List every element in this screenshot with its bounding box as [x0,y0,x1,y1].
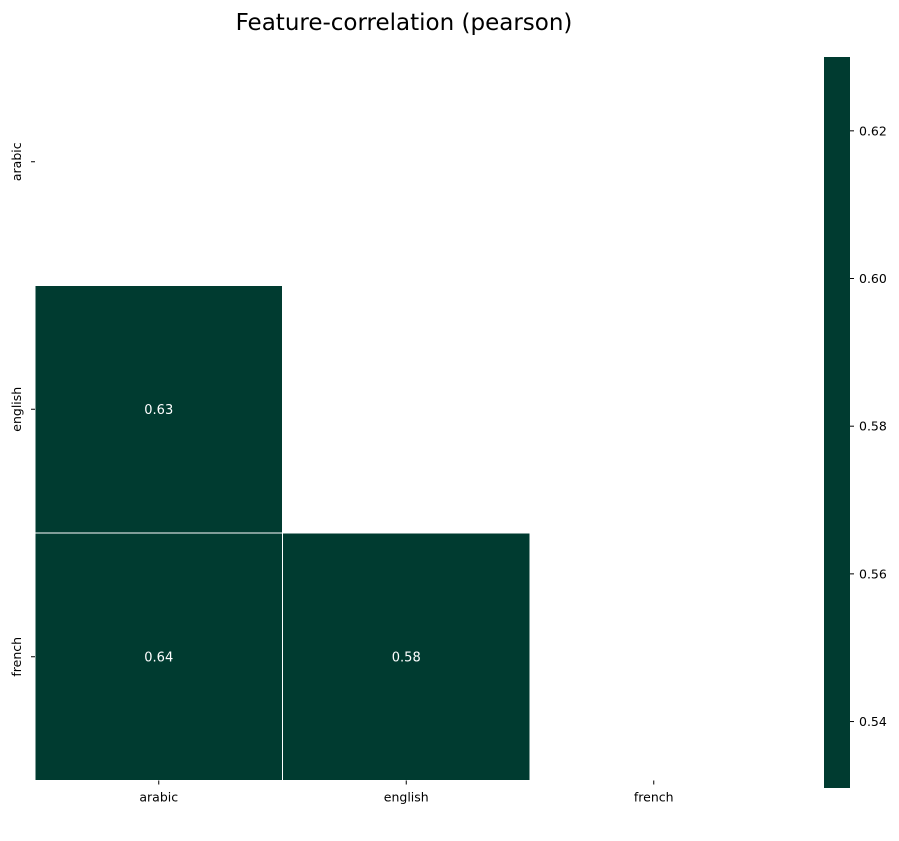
heatmap-cell-french-arabic [34,532,283,781]
cell-labels: 0.63 0.64 0.58 [144,403,420,666]
cell-label-french-arabic: 0.64 [144,650,173,665]
x-tick-label-english: english [384,790,429,805]
y-tick-label-french: french [9,637,24,677]
colorbar-tick-label: 0.62 [859,123,887,138]
cell-label-english-arabic: 0.63 [144,403,173,418]
colorbar: 0.54 0.56 0.58 0.60 0.62 [824,57,887,788]
y-tick-label-english: english [9,387,24,432]
colorbar-bar [824,57,850,788]
x-tick-label-arabic: arabic [139,790,178,805]
heatmap-cell-english-arabic [34,285,283,534]
heatmap-cell-french-english [282,532,531,781]
cell-label-french-english: 0.58 [392,650,421,665]
x-tick-label-french: french [634,790,674,805]
x-axis: arabic english french [139,780,674,805]
colorbar-tick-label: 0.60 [859,271,887,286]
colorbar-tick-label: 0.58 [859,419,887,434]
heatmap-cells [34,285,531,781]
chart-title: Feature-correlation (pearson) [236,10,573,36]
y-tick-label-arabic: arabic [9,142,24,181]
colorbar-tick-label: 0.54 [859,714,887,729]
colorbar-tick-label: 0.56 [859,566,887,581]
y-axis: arabic english french [9,142,35,677]
